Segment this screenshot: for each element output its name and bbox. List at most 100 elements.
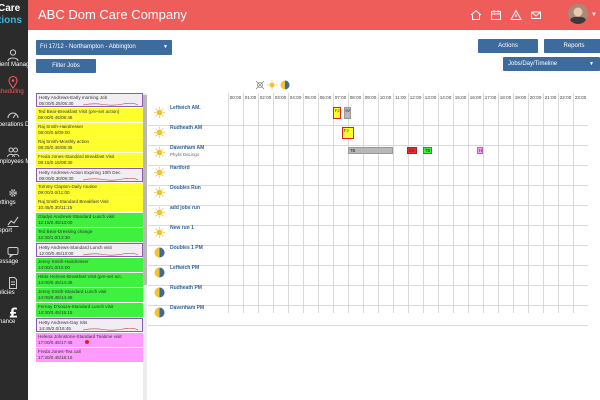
filter-jobs-button[interactable]: Filter Jobs — [36, 59, 96, 73]
scribble-mark — [83, 328, 138, 331]
sidebar-item-employees-management[interactable]: Employees Management — [0, 145, 28, 179]
visit-list-item[interactable]: Gladys Andrews-Standard Lunch visit 12:15… — [36, 213, 143, 227]
job-block[interactable]: TB — [348, 147, 393, 154]
run-row-divider — [148, 165, 588, 166]
sun-icon[interactable] — [267, 80, 277, 90]
actions-button[interactable]: Actions — [478, 39, 538, 53]
hour-label: 12:00 — [409, 95, 422, 100]
visit-list-item[interactable]: Fernay D'souza-Standard Lunch visit 14:30… — [36, 303, 143, 317]
sidebar-item-scheduling[interactable]: Scheduling — [0, 75, 28, 109]
job-block[interactable]: FJ — [342, 127, 354, 139]
half-moon-icon — [154, 247, 165, 258]
visit-list-item[interactable]: Jenny Smith-Hairdresser 14:00/1.0/15:00 — [36, 258, 143, 272]
view-mode-select[interactable]: Jobs/Day/Timeline ▼ — [503, 57, 600, 71]
run-name[interactable]: Rudheath AM — [170, 125, 203, 131]
visit-list-item[interactable]: Jenny Smith-Standard Lunch visit 14:00/0.… — [36, 288, 143, 302]
sun-icon — [154, 107, 165, 118]
hour-label: 21:00 — [544, 95, 557, 100]
visit-list-item[interactable]: Freda Jones-Tea call 17:30/0.45/18:15 — [36, 348, 143, 362]
date-location-select[interactable]: Fri 17/12 - Northampton - Abbington ▼ — [36, 40, 172, 55]
chat-icon — [7, 247, 19, 259]
visit-list-item[interactable]: Raj Smith-Monthly action 08:25/0.45/08:45 — [36, 138, 143, 152]
hour-gridline — [453, 93, 454, 313]
sidebar-item-label: Message — [0, 259, 19, 265]
visit-list-item[interactable]: Tommy Clapton-Daily routine 09:00/2.0/11:… — [36, 183, 143, 197]
logo-text-top: Care — [0, 3, 21, 14]
app-logo[interactable]: Care tions — [0, 0, 28, 30]
run-name[interactable]: Davenham AM — [170, 145, 205, 151]
run-row-divider — [148, 205, 588, 206]
run-name[interactable]: Davenham PM — [170, 305, 205, 311]
mail-icon[interactable] — [530, 9, 542, 21]
sun-icon — [154, 187, 165, 198]
reports-button[interactable]: Reports — [544, 39, 600, 53]
visit-list-item[interactable]: Hetty Andrews-Action Expiring 10th Dec 09… — [36, 168, 143, 182]
sidebar-item-message[interactable]: Message — [0, 245, 28, 279]
run-name[interactable]: Doubles Run — [170, 185, 201, 191]
sidebar-item-label: Settings — [0, 200, 16, 206]
visit-list-item[interactable]: Ted Bear-Dressing change 12:30/1.0/13:30 — [36, 228, 143, 242]
run-row[interactable]: Doubles 1 PM — [148, 240, 228, 266]
visit-title: Freda Jones-Tea call — [38, 349, 81, 354]
person-icon — [7, 49, 19, 62]
job-block[interactable]: HA — [343, 107, 351, 119]
chevron-down-icon[interactable]: ▼ — [591, 12, 597, 18]
run-row[interactable]: Davenham AM Phylis DeLingo — [148, 140, 228, 166]
visit-list-item[interactable]: Ted Bear-Breakfast Visit (pre-set action… — [36, 108, 143, 122]
visit-list-item[interactable]: Helena Johnstone-Standard Teatime visit 1… — [36, 333, 143, 347]
sidebar-item-report[interactable]: Report — [0, 214, 28, 248]
hour-gridline — [438, 93, 439, 313]
visit-list-scroll-thumb[interactable] — [143, 95, 147, 285]
sidebar-item-operations-dashboard[interactable]: Operations Dashboard — [0, 108, 28, 142]
warning-icon[interactable] — [510, 9, 522, 21]
run-row[interactable]: Leftwich PM — [148, 260, 228, 286]
visit-list-item[interactable]: Freda Jones-Standard Breakfast Visit 08:1… — [36, 153, 143, 167]
sidebar-item-settings[interactable]: Settings — [0, 186, 28, 220]
close-sun-icon[interactable] — [255, 80, 265, 90]
run-row[interactable]: Leftwich AM. — [148, 100, 228, 126]
run-name[interactable]: add jobs run — [170, 205, 200, 211]
job-block[interactable]: GA — [406, 147, 417, 154]
visit-list-item[interactable]: Hetty Andrews-Standard Lunch visit 12:00/… — [36, 243, 143, 257]
run-row[interactable]: add jobs run — [148, 200, 228, 226]
job-block[interactable]: HJ — [477, 147, 483, 154]
caret-down-icon: ▼ — [589, 61, 594, 67]
visit-time: 08:00/0.45/08:45 — [38, 115, 73, 120]
visit-list-item[interactable]: Hetty Andrews-Day Sits 14:45/2.0/16:45 — [36, 318, 143, 332]
run-row[interactable]: New run 1 — [148, 220, 228, 246]
visit-list-item[interactable]: Raj Smith-Hairdresser 08:00/0.5/09:00 — [36, 123, 143, 137]
half-moon-icon[interactable] — [280, 80, 290, 90]
run-row-divider — [148, 265, 588, 266]
run-row[interactable]: Hartford — [148, 160, 228, 186]
run-row[interactable]: Rudheath AM — [148, 120, 228, 146]
visit-list-item[interactable]: Raj Smith-Standard Breakfast Visit 10:45/… — [36, 198, 143, 212]
run-name[interactable]: New run 1 — [170, 225, 194, 231]
calendar-icon[interactable] — [490, 9, 502, 21]
sidebar-item-label: Report — [0, 228, 13, 234]
sidebar-item-policies[interactable]: Policies — [0, 276, 28, 310]
visit-list-item[interactable]: Hetty Andrews-Early morning Job 05:00/0.2… — [36, 93, 143, 107]
run-row-divider — [148, 125, 588, 126]
run-name[interactable]: Leftwich AM. — [170, 105, 201, 111]
visit-list-item[interactable]: Hilda Holmes-Breakfast Visit (pre-set ac… — [36, 273, 143, 287]
sun-icon — [154, 127, 165, 138]
home-icon[interactable] — [470, 9, 482, 21]
run-row[interactable]: Rudheath PM — [148, 280, 228, 306]
job-block[interactable]: TB — [423, 147, 432, 154]
run-name[interactable]: Leftwich PM — [170, 265, 200, 271]
sidebar-item-client-management[interactable]: Client Management — [0, 48, 28, 82]
hour-gridline — [348, 93, 349, 313]
sun-icon — [154, 227, 165, 238]
run-name[interactable]: Doubles 1 PM — [170, 245, 203, 251]
run-name[interactable]: Hartford — [170, 165, 190, 171]
avatar[interactable] — [568, 4, 588, 24]
sidebar-item-finance[interactable]: £Finance — [0, 305, 28, 339]
run-row[interactable]: Davenham PM — [148, 300, 228, 326]
sun-icon — [154, 207, 165, 218]
job-block[interactable]: FJ — [333, 107, 341, 119]
run-row[interactable]: Doubles Run — [148, 180, 228, 206]
hour-label: 03:00 — [274, 95, 287, 100]
run-name[interactable]: Rudheath PM — [170, 285, 202, 291]
visit-time: 14:30/0.45/15:15 — [38, 310, 73, 315]
company-name: ABC Dom Care Company — [38, 7, 187, 22]
